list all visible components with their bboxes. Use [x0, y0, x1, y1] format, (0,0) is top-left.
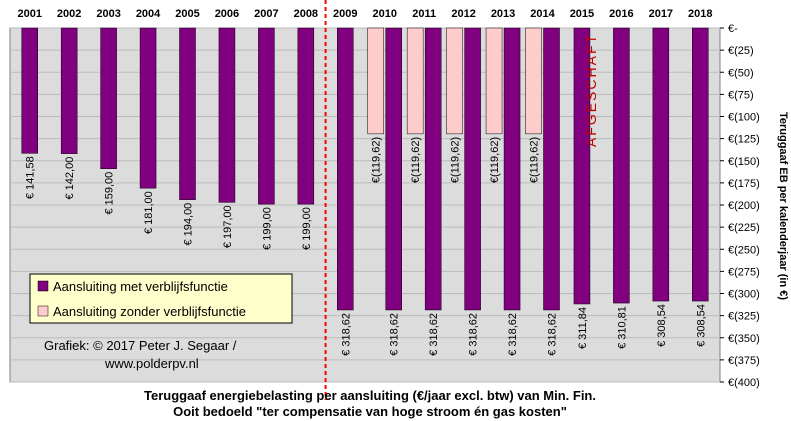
bar-met-verblijfsfunctie — [100, 27, 117, 169]
bar-zonder-verblijfsfunctie — [485, 27, 503, 135]
y-tick-label: €(75) — [728, 89, 754, 101]
data-label-met: € 142,00 — [64, 157, 76, 200]
x-tick-label: 2018 — [688, 8, 712, 20]
data-label-met: € 181,00 — [143, 191, 155, 234]
bar-met-verblijfsfunctie — [21, 27, 38, 154]
y-axis-label: Teruggaaf EB per kalenderjaar (in €) — [777, 112, 789, 300]
y-tick-label: €(350) — [728, 333, 760, 345]
data-label-zonder: €(119,62) — [410, 137, 422, 183]
bar-met-verblijfsfunctie — [179, 27, 196, 200]
y-tick-label: €(225) — [728, 222, 760, 234]
x-tick-label: 2017 — [649, 8, 673, 20]
bar-met-verblijfsfunctie — [385, 27, 402, 311]
legend-swatch-met-verblijfsfunctie — [37, 280, 49, 292]
x-tick-label: 2007 — [254, 8, 278, 20]
x-tick-label: 2002 — [57, 8, 81, 20]
bar-met-verblijfsfunctie — [218, 27, 236, 203]
bar-met-verblijfsfunctie — [573, 27, 591, 305]
x-tick-label: 2012 — [451, 8, 475, 20]
y-tick-label: €(150) — [728, 156, 760, 168]
bar-met-verblijfsfunctie — [297, 27, 315, 205]
legend-swatch-zonder-verblijfsfunctie — [37, 305, 49, 317]
x-tick-label: 2009 — [333, 8, 357, 20]
y-tick-label: €(25) — [728, 45, 754, 57]
bar-zonder-verblijfsfunctie — [406, 27, 424, 135]
credit-line-2: www.polderpv.nl — [104, 356, 199, 371]
bar-zonder-verblijfsfunctie — [525, 27, 542, 135]
bar-zonder-verblijfsfunctie — [446, 27, 463, 135]
bar-met-verblijfsfunctie — [692, 27, 709, 302]
bar-met-verblijfsfunctie — [503, 27, 521, 311]
chart-title-line-2: Ooit bedoeld "ter compensatie van hoge s… — [173, 404, 567, 419]
y-tick-label: €(250) — [728, 244, 760, 256]
x-tick-label: 2004 — [136, 8, 161, 20]
x-tick-label: 2006 — [215, 8, 239, 20]
bars — [21, 27, 709, 311]
y-tick-label: €(100) — [728, 112, 760, 124]
y-tick-label: €(50) — [728, 67, 754, 79]
data-label-met: € 318,62 — [507, 313, 519, 356]
bar-zonder-verblijfsfunctie — [367, 27, 384, 135]
bar-met-verblijfsfunctie — [337, 27, 354, 311]
data-label-met: € 194,00 — [183, 203, 195, 246]
x-tick-label: 2010 — [372, 8, 396, 20]
y-tick-label: €- — [728, 23, 738, 35]
x-tick-label: 2013 — [491, 8, 515, 20]
legend-label-zonder-verblijfsfunctie: Aansluiting zonder verblijfsfunctie — [53, 304, 246, 319]
y-tick-label: €(375) — [728, 355, 760, 367]
y-tick-label: €(200) — [728, 200, 760, 212]
data-label-met: € 318,62 — [340, 313, 352, 356]
year-labels: 2001 2002 2003 2004 2005 2006 2007 2008 2009 2010… — [17, 8, 712, 20]
bar-met-verblijfsfunctie — [464, 27, 481, 311]
x-tick-label: 2014 — [530, 8, 555, 20]
data-label-zonder: €(119,62) — [489, 137, 501, 183]
bar-met-verblijfsfunctie — [652, 27, 670, 302]
x-tick-label: 2011 — [412, 8, 436, 20]
x-tick-label: 2003 — [96, 8, 120, 20]
y-tick-label: €(275) — [728, 266, 760, 278]
data-label-met: € 318,62 — [547, 313, 559, 356]
bar-met-verblijfsfunctie — [139, 27, 157, 189]
data-label-met: € 318,62 — [468, 313, 480, 356]
data-label-met: € 159,00 — [104, 172, 116, 215]
y-axis-ticks: €- €(25) €(50) €(75) €(100) €(125) €(150) €(175… — [720, 23, 760, 389]
data-label-met: € 308,54 — [656, 304, 668, 347]
bar-met-verblijfsfunctie — [424, 27, 442, 311]
legend: Aansluiting met verblijfsfunctie Aanslui… — [29, 273, 293, 324]
x-tick-label: 2001 — [17, 8, 41, 20]
y-tick-label: €(125) — [728, 134, 760, 146]
data-label-met: € 141,58 — [25, 156, 37, 199]
credit-line-1: Grafiek: © 2017 Peter J. Segaar / — [44, 338, 237, 353]
data-labels: € 141,58 € 142,00 € 159,00 € 181,00 € 194,00… — [25, 137, 708, 356]
bar-met-verblijfsfunctie — [543, 27, 560, 311]
bar-met-verblijfsfunctie — [60, 27, 78, 154]
x-tick-label: 2016 — [609, 8, 633, 20]
data-label-zonder: €(119,62) — [371, 137, 383, 183]
bar-met-verblijfsfunctie — [258, 27, 275, 205]
y-tick-label: €(325) — [728, 311, 760, 323]
legend-label-met-verblijfsfunctie: Aansluiting met verblijfsfunctie — [53, 279, 228, 294]
data-label-met: € 199,00 — [301, 207, 313, 250]
bar-met-verblijfsfunctie — [613, 27, 630, 304]
data-label-met: € 318,62 — [428, 313, 440, 356]
data-label-zonder: €(119,62) — [450, 137, 462, 183]
x-tick-label: 2015 — [570, 8, 594, 20]
afgeschaft-annotation: AFGESCHAFT — [583, 33, 599, 147]
y-tick-label: €(175) — [728, 178, 760, 190]
y-tick-label: €(400) — [728, 377, 760, 389]
y-tick-label: €(300) — [728, 289, 760, 301]
data-label-met: € 311,84 — [577, 307, 589, 349]
x-tick-label: 2008 — [294, 8, 318, 20]
data-label-met: € 318,62 — [389, 313, 401, 356]
data-label-zonder: €(119,62) — [529, 137, 541, 183]
chart-title-line-1: Teruggaaf energiebelasting per aansluiti… — [144, 388, 596, 403]
data-label-met: € 310,81 — [616, 306, 628, 349]
x-tick-label: 2005 — [175, 8, 199, 20]
data-label-met: € 308,54 — [695, 304, 707, 347]
data-label-met: € 199,00 — [261, 207, 273, 250]
data-label-met: € 197,00 — [222, 205, 234, 248]
